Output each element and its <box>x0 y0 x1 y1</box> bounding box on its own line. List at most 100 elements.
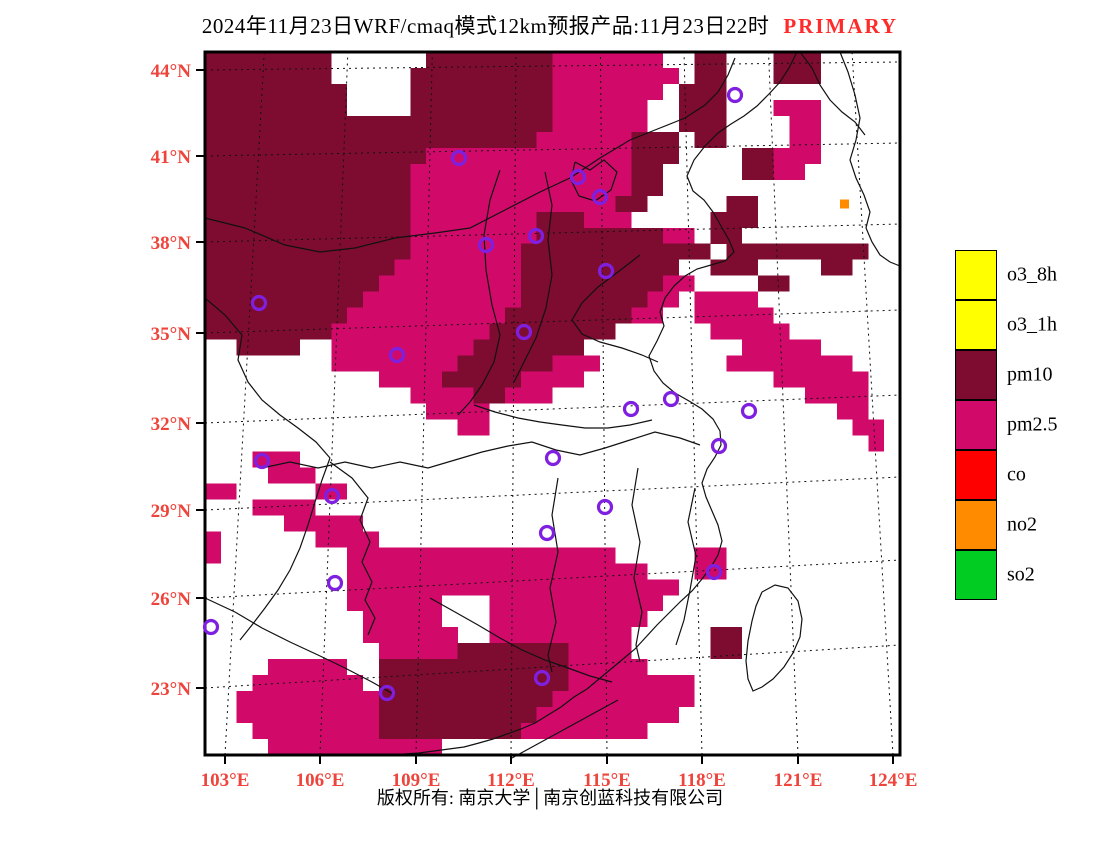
pm25-cell <box>347 547 616 564</box>
pm25-cell <box>205 547 221 564</box>
pm10-cell <box>678 84 727 100</box>
legend-swatch-o3-1h <box>955 300 997 350</box>
lat-tick-label: 38°N <box>151 233 192 254</box>
pm25-cell <box>552 99 648 116</box>
pm25-cell <box>552 52 664 68</box>
pm10-cell <box>378 691 553 708</box>
boundary-line <box>799 51 866 136</box>
pm10-cell <box>726 243 869 260</box>
boundary-line <box>571 254 659 363</box>
pm10-cell <box>205 243 411 260</box>
pm25-cell <box>520 371 585 388</box>
pm10-cell <box>473 339 585 356</box>
pm10-cell <box>520 243 711 260</box>
pm25-cell <box>252 499 316 516</box>
legend-label-pm10: pm10 <box>1007 363 1053 386</box>
pm10-cell <box>615 195 648 212</box>
pm10-cell <box>205 179 411 196</box>
pm25-cell <box>268 659 348 676</box>
pm10-cell <box>489 323 616 340</box>
pm25-cell <box>631 307 664 324</box>
pm25-cell <box>694 547 727 564</box>
pm25-cell <box>536 131 632 148</box>
city-marker <box>538 524 556 542</box>
legend-item-o3-1h: o3_1h <box>955 300 1100 350</box>
pm25-cell <box>331 339 474 356</box>
pm10-cell <box>205 259 395 276</box>
city-marker <box>596 498 614 516</box>
pm25-cell <box>852 419 885 436</box>
no2-cell <box>840 199 850 209</box>
graticule-lat <box>204 644 901 689</box>
pm10-cell <box>205 195 411 212</box>
pm25-cell <box>805 387 869 404</box>
legend-label-pm2-5: pm2.5 <box>1007 413 1058 436</box>
lon-tick-label: 112°E <box>487 770 535 791</box>
legend-item-no2: no2 <box>955 500 1100 550</box>
pm10-cell <box>773 52 821 68</box>
graticule-lat <box>204 142 901 157</box>
pm25-cell <box>268 739 442 755</box>
pm10-cell <box>441 371 521 388</box>
pm10-cell <box>757 275 790 292</box>
pm10-cell <box>205 99 348 116</box>
legend-item-co: co <box>955 450 1100 500</box>
graticule-lat <box>204 61 901 71</box>
pm25-cell <box>520 723 648 739</box>
pm25-cell <box>489 611 648 628</box>
pm10-cell <box>205 163 411 180</box>
pm25-cell <box>552 68 679 84</box>
city-marker <box>569 168 587 186</box>
pm10-cell <box>726 195 758 212</box>
pm25-cell <box>426 147 632 164</box>
city-marker <box>597 262 615 280</box>
lat-tick-label: 23°N <box>151 679 192 700</box>
pm10-cell <box>205 323 332 340</box>
pm25-cell <box>694 291 758 308</box>
city-marker <box>326 574 344 592</box>
legend-item-pm2-5: pm2.5 <box>955 400 1100 450</box>
legend-swatch-o3-8h <box>955 250 997 300</box>
city-marker <box>662 390 680 408</box>
city-marker <box>705 563 723 581</box>
city-marker <box>323 487 341 505</box>
boundary-line <box>204 597 396 696</box>
city-marker <box>202 618 220 636</box>
pm25-cell <box>236 691 379 708</box>
pm10-cell <box>631 179 664 196</box>
pm25-cell <box>284 515 363 532</box>
city-marker <box>477 236 495 254</box>
pm10-cell <box>773 68 821 84</box>
lon-tick-label: 118°E <box>678 770 726 791</box>
legend-label-co: co <box>1007 463 1026 486</box>
pm10-cell <box>426 52 553 68</box>
legend-label-so2: so2 <box>1007 563 1035 586</box>
pm10-cell <box>520 275 664 292</box>
pm10-cell <box>710 643 743 660</box>
pm25-cell <box>410 195 616 212</box>
legend-label-no2: no2 <box>1007 513 1037 536</box>
pm25-cell <box>773 371 869 388</box>
pm10-cell <box>694 68 727 84</box>
pm10-cell <box>694 52 727 68</box>
legend-swatch-no2 <box>955 500 997 550</box>
legend-swatch-so2 <box>955 550 997 600</box>
pm25-cell <box>552 355 600 372</box>
pm10-cell <box>678 99 727 116</box>
pm10-cell <box>742 163 774 180</box>
lat-tick-label: 32°N <box>151 414 192 435</box>
city-marker <box>533 669 551 687</box>
page-title: 2024年11月23日WRF/cmaq模式12km预报产品:11月23日22时 P… <box>0 10 1100 40</box>
pm25-cell <box>663 227 695 244</box>
boundary-line <box>429 597 613 683</box>
pm25-cell <box>363 291 521 308</box>
boundary-line <box>511 699 619 759</box>
city-marker <box>544 449 562 467</box>
pm25-cell <box>410 387 474 404</box>
boundary-line <box>513 171 553 383</box>
pm10-cell <box>710 627 743 644</box>
pm10-cell <box>710 259 758 276</box>
legend-item-o3-8h: o3_8h <box>955 250 1100 300</box>
pm25-cell <box>331 323 490 340</box>
